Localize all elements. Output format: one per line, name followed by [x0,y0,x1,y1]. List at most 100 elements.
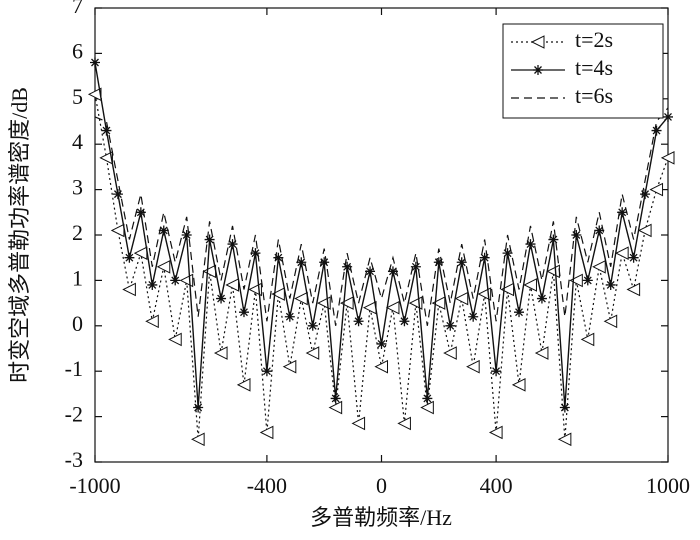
legend-label: t=4s [575,55,613,80]
marker [626,282,641,297]
marker [502,248,513,259]
marker [294,291,308,306]
marker [305,346,320,360]
marker [376,338,387,349]
y-axis-label: 时变空域多普勒功率谱密度/dB [7,87,32,383]
marker [514,307,525,318]
marker [319,257,330,268]
marker [99,151,113,165]
marker [145,314,159,329]
marker [456,257,467,268]
y-tick-label: 6 [72,38,83,63]
marker [273,252,284,263]
marker [261,366,272,377]
marker [500,282,515,297]
marker [284,311,295,322]
marker [90,57,100,68]
marker [640,189,651,200]
marker [238,307,249,318]
marker [296,257,307,268]
series-line [94,94,669,440]
marker [533,65,543,75]
marker [193,402,204,413]
x-tick-label: 400 [480,473,513,498]
marker [399,316,410,327]
marker [615,246,629,260]
marker [663,111,673,122]
y-tick-label: 4 [72,129,83,154]
y-tick-label: 2 [72,220,83,245]
x-tick-label: -1000 [69,473,120,498]
marker [536,293,547,304]
legend-label: t=2s [575,27,613,52]
marker [569,273,583,288]
y-tick-label: -2 [65,402,83,427]
marker [525,239,536,250]
marker [637,223,652,238]
marker [580,332,595,347]
marker [592,259,606,274]
marker [342,261,353,272]
y-tick-label: -1 [65,356,83,381]
marker [557,432,572,447]
marker [282,359,297,374]
marker [605,279,616,290]
marker [259,425,274,440]
marker [468,311,479,322]
marker [191,432,205,447]
marker [420,400,434,415]
marker [385,300,400,315]
marker [133,246,148,260]
marker [649,182,664,197]
marker [179,273,194,288]
marker [250,248,261,259]
marker [122,282,136,297]
marker [387,266,398,277]
marker [603,314,618,329]
marker [213,346,228,360]
y-tick-label: 3 [72,175,83,200]
x-tick-label: 1000 [646,473,690,498]
marker [227,239,238,250]
x-tick-label: 0 [376,473,387,498]
marker [433,257,444,268]
marker [651,125,662,136]
marker [101,125,112,136]
marker [225,278,240,292]
marker [594,225,605,236]
marker [431,296,446,310]
y-tick-label: 7 [72,0,83,18]
marker [124,252,135,263]
marker [328,400,343,415]
marker [110,223,125,238]
marker [488,425,503,440]
marker [353,316,364,327]
marker [548,234,559,245]
marker [660,151,675,165]
y-tick-label: 5 [72,84,83,109]
marker [628,252,639,263]
marker [307,320,318,331]
marker [271,287,285,301]
marker [617,207,628,218]
marker [147,279,158,290]
marker [204,234,215,245]
marker [112,189,123,200]
marker [340,296,354,310]
marker [236,378,251,392]
marker [445,320,456,331]
marker [158,225,169,236]
series-line [94,107,669,326]
marker [571,230,582,240]
marker [454,291,469,306]
legend-box [502,23,664,119]
x-axis-label: 多普勒频率/Hz [310,505,452,530]
marker [443,346,457,360]
marker [479,252,490,263]
marker [156,259,171,274]
marker [135,207,146,218]
marker [170,275,181,286]
marker [216,293,227,304]
marker [523,278,537,292]
marker [559,402,570,413]
